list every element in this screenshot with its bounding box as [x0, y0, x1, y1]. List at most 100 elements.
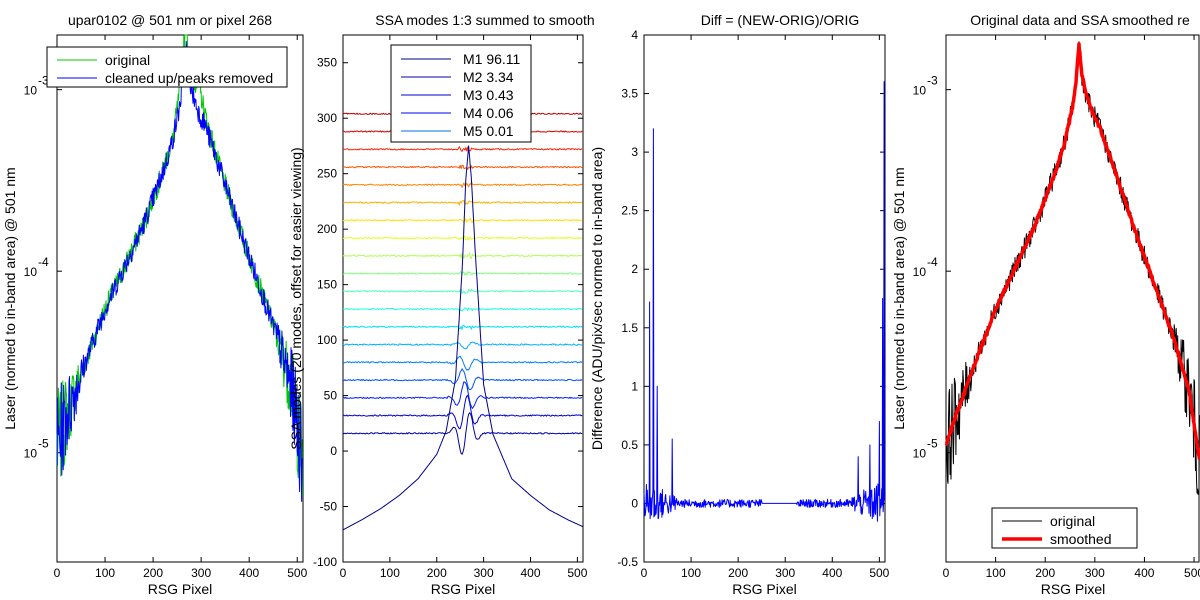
y-tick-label: -0.5	[617, 555, 638, 569]
y-tick-label: 300	[317, 111, 337, 125]
x-tick-label: 400	[239, 566, 259, 580]
plot-frame	[643, 34, 886, 563]
ssa-mode-line	[342, 341, 583, 350]
x-axis-label: RSG Pixel	[148, 581, 213, 597]
y-tick-label: 50	[324, 389, 338, 403]
ssa-mode-line	[342, 324, 583, 330]
panel-laser-profile: upar0102 @ 501 nm or pixel 268 0 100 200 30…	[2, 12, 308, 597]
legend-box	[46, 46, 288, 88]
x-tick-label: 100	[986, 566, 1006, 580]
x-tick-label: 400	[822, 566, 842, 580]
legend-label: cleaned up/peaks removed	[105, 70, 273, 86]
y-tick-exponent: -3	[927, 74, 938, 88]
y-tick-label: 10	[24, 265, 38, 279]
ssa-mode-line	[342, 146, 583, 152]
panel-ssa-modes: SSA modes 1:3 summed to smooth 0 100 200 30…	[288, 12, 595, 597]
x-tick-label: 500	[1184, 566, 1200, 580]
ssa-mode-line	[343, 368, 583, 391]
y-tick-label: 4	[631, 28, 638, 42]
x-tick-label: 300	[191, 566, 211, 580]
x-tick-label: 500	[287, 566, 307, 580]
y-axis-label: Laser (normed to in-band area) @ 501 nm	[891, 167, 907, 429]
ssa-mode-line	[342, 394, 583, 430]
panel-2-title: SSA modes 1:3 summed to smooth	[375, 12, 594, 28]
y-tick-label: 100	[317, 333, 337, 347]
ssa-mode-line	[343, 381, 583, 409]
x-tick-label: 300	[474, 566, 494, 580]
legend-label: M4 0.06	[463, 105, 514, 121]
x-tick-label: 0	[54, 566, 61, 580]
ssa-mode-line	[342, 164, 583, 170]
panel-4-title: Original data and SSA smoothed re	[970, 12, 1190, 28]
x-tick-label: 100	[681, 566, 701, 580]
y-tick-label: 10	[913, 447, 927, 461]
x-tick-label: 200	[427, 566, 447, 580]
y-tick-exponent: -5	[927, 437, 938, 451]
y-axis-label: Laser (normed to in-band area) @ 501 nm	[2, 167, 18, 429]
panel-3-title: Diff = (NEW-ORIG)/ORIG	[701, 12, 860, 28]
legend-box	[390, 44, 532, 143]
ssa-mode-line	[343, 288, 583, 294]
y-axis-label: Difference (ADU/pix/sec normed to in-ban…	[589, 147, 605, 450]
x-tick-label: 0	[641, 566, 648, 580]
y-tick-label: 0	[330, 444, 337, 458]
ssa-mode-line	[342, 355, 583, 371]
panel-smoothed: Original data and SSA smoothed re 0 100 20…	[891, 12, 1200, 597]
x-axis-label: RSG Pixel	[431, 581, 496, 597]
diff-line	[643, 81, 885, 522]
y-tick-label: 2.5	[621, 204, 638, 218]
y-tick-exponent: -4	[38, 255, 49, 269]
y-tick-label: 3.5	[621, 87, 638, 101]
y-tick-label: 10	[913, 265, 927, 279]
ssa-mode-line	[342, 307, 583, 312]
y-tick-label: 10	[24, 447, 38, 461]
x-tick-label: 500	[869, 566, 889, 580]
legend-box	[991, 507, 1138, 549]
ssa-mode-line	[342, 217, 583, 223]
plot-frame	[56, 34, 304, 563]
x-axis-label: RSG Pixel	[1041, 581, 1106, 597]
y-tick-label: 150	[317, 278, 337, 292]
x-tick-label: 200	[728, 566, 748, 580]
x-tick-label: 400	[1134, 566, 1154, 580]
legend-label: M5 0.01	[463, 123, 514, 139]
series-line-1	[56, 40, 303, 502]
plot-frame	[945, 34, 1200, 563]
x-tick-label: 300	[775, 566, 795, 580]
y-tick-label: 2	[631, 262, 638, 276]
y-tick-label: 350	[317, 56, 337, 70]
ssa-mode-line	[342, 235, 583, 241]
y-tick-exponent: -4	[927, 255, 938, 269]
y-tick-label: -50	[320, 500, 338, 514]
y-tick-label: 250	[317, 167, 337, 181]
ssa-mode-line	[342, 200, 583, 206]
ssa-mode-line	[342, 181, 583, 188]
legend-label: M2 3.34	[463, 69, 514, 85]
y-tick-label: 200	[317, 222, 337, 236]
y-tick-label: 1.5	[621, 321, 638, 335]
x-tick-label: 0	[340, 566, 347, 580]
panel-1-title: upar0102 @ 501 nm or pixel 268	[68, 12, 272, 28]
legend-label: original	[1050, 513, 1095, 529]
x-tick-label: 200	[1035, 566, 1055, 580]
x-tick-label: 0	[943, 566, 950, 580]
y-tick-label: 0	[631, 496, 638, 510]
legend-label: M3 0.43	[463, 87, 514, 103]
y-tick-exponent: -3	[38, 74, 49, 88]
y-tick-label: 10	[24, 84, 38, 98]
y-tick-label: 0.5	[621, 438, 638, 452]
y-tick-label: 1	[631, 379, 638, 393]
x-tick-label: 200	[143, 566, 163, 580]
x-tick-label: 500	[567, 566, 587, 580]
series-line-1	[944, 42, 1200, 460]
x-tick-label: 100	[380, 566, 400, 580]
panel-diff: Diff = (NEW-ORIG)/ORIG 0 100 200 300 400 500 R…	[589, 12, 890, 597]
legend-label: smoothed	[1050, 531, 1111, 547]
x-tick-label: 300	[1085, 566, 1105, 580]
ssa-mode-line	[342, 271, 583, 276]
y-tick-label: 3	[631, 145, 638, 159]
x-tick-label: 400	[520, 566, 540, 580]
y-tick-label: 10	[913, 84, 927, 98]
plot-frame	[342, 34, 584, 563]
